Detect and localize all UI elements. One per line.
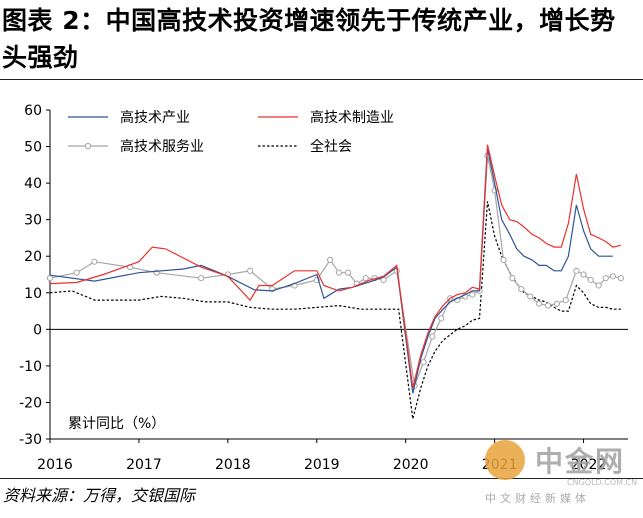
series-point <box>46 275 54 282</box>
series-line-3 <box>49 201 621 420</box>
y-tick-label: -30 <box>19 432 42 448</box>
y-tick-label: 10 <box>24 286 42 302</box>
y-tick-label: -20 <box>19 395 42 411</box>
series-point <box>362 275 369 282</box>
series-point <box>335 269 343 276</box>
series-point <box>500 256 507 263</box>
x-tick-label: 2019 <box>304 457 340 473</box>
watermark-name: 中金网 <box>535 445 626 478</box>
legend-label-2: 高技术服务业 <box>120 138 204 155</box>
figure-title: 图表 2：中国高技术投资增速领先于传统产业，增长势头强劲 <box>2 6 616 72</box>
series-point <box>420 359 427 366</box>
series-point <box>580 271 587 278</box>
legend-label-1: 高技术制造业 <box>310 109 394 126</box>
watermark-logo-icon <box>485 440 525 480</box>
series-point <box>429 333 436 340</box>
watermark-site: CNGOLD.COM.CN <box>567 478 638 487</box>
series-point <box>246 267 254 274</box>
legend-label-0: 高技术产业 <box>120 109 190 126</box>
series-point <box>438 315 445 322</box>
series-line-1 <box>49 144 622 388</box>
series-line-0 <box>49 148 613 394</box>
series-point <box>553 300 560 307</box>
series-point <box>587 276 594 284</box>
series-point <box>595 282 602 289</box>
series-point <box>73 269 80 276</box>
series-point <box>327 256 334 263</box>
series-point <box>198 275 205 282</box>
watermark: 中金网 CNGOLD.COM.CN 中文财经新媒体 <box>485 440 638 506</box>
line-chart: -30 -20 -10 0 10 20 30 40 50 60 2016 2017 2018 2019 2… <box>19 103 628 473</box>
source-divider <box>0 478 643 479</box>
y-unit-note: 累计同比（%） <box>68 416 165 432</box>
y-tick-label: 40 <box>24 176 42 192</box>
y-tick-label: -10 <box>19 359 42 375</box>
legend-label-3: 全社会 <box>310 138 352 155</box>
x-tick-label: 2022 <box>571 457 607 473</box>
y-tick-label: 60 <box>24 103 42 119</box>
x-tick-label: 2016 <box>37 457 73 473</box>
series-point <box>518 286 525 293</box>
series-point <box>617 275 624 282</box>
series-point <box>91 258 98 265</box>
series-point <box>602 275 609 282</box>
watermark-tagline: 中文财经新媒体 <box>485 492 590 505</box>
chart-frame <box>49 110 628 440</box>
series-line-2 <box>49 155 622 389</box>
series-point <box>527 293 534 300</box>
series-point <box>562 296 569 304</box>
series-point <box>469 291 476 298</box>
legend-marker <box>84 142 92 150</box>
x-tick-label: 2018 <box>215 457 251 473</box>
x-tick-label: 2020 <box>393 457 429 473</box>
y-tick-label: 20 <box>24 249 42 265</box>
source-note: 资料来源：万得，交银国际 <box>3 486 196 505</box>
series-point <box>609 273 616 280</box>
series-point <box>535 300 543 307</box>
series-point <box>509 275 516 282</box>
y-tick-label: 30 <box>24 213 42 229</box>
series-layer <box>46 144 624 420</box>
series-point <box>544 302 552 309</box>
y-tick-label: 0 <box>33 322 42 338</box>
y-axis-ticks: -30 -20 -10 0 10 20 30 40 50 60 <box>19 103 50 448</box>
y-tick-label: 50 <box>24 140 42 156</box>
series-point <box>573 267 580 274</box>
series-point <box>344 269 351 276</box>
title-divider <box>0 79 643 80</box>
x-tick-label: 2017 <box>126 457 162 473</box>
